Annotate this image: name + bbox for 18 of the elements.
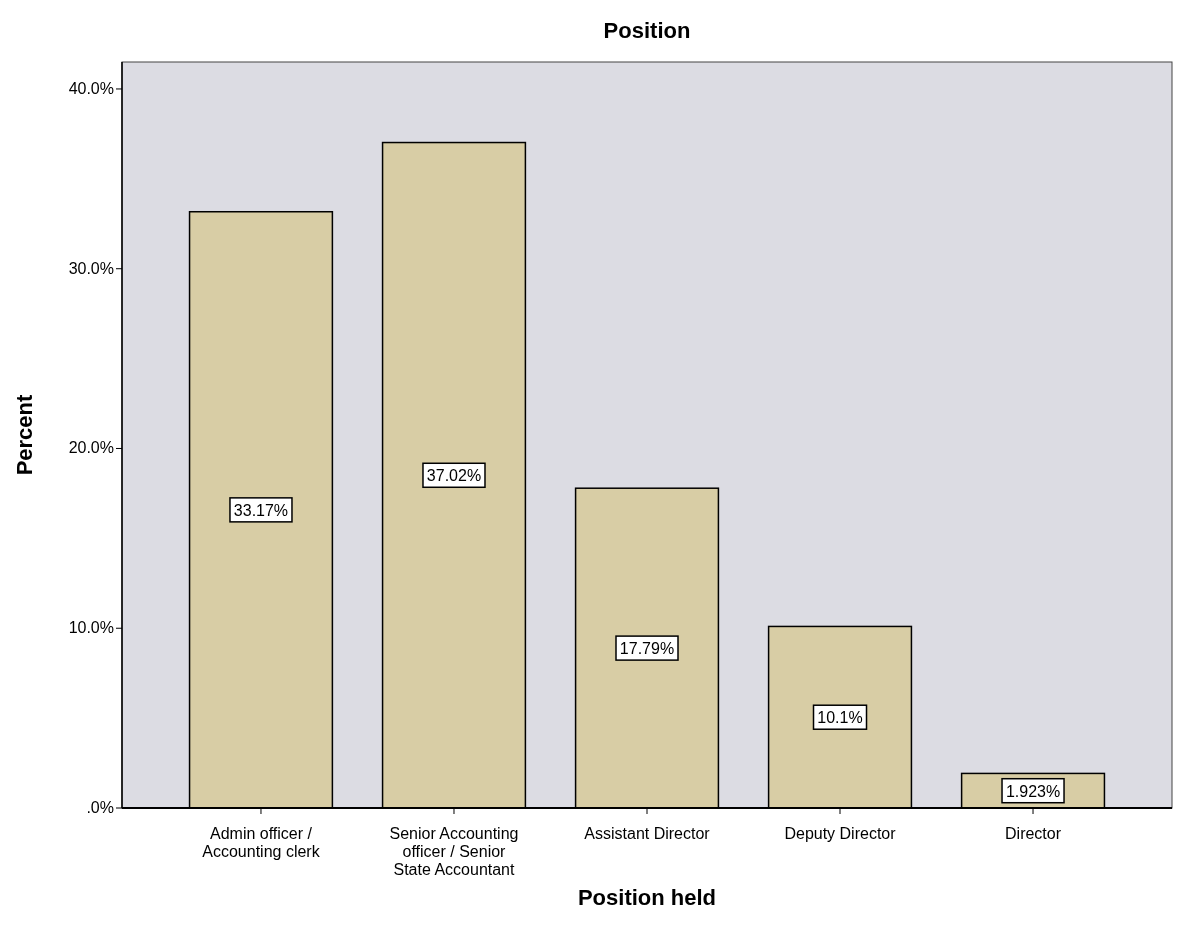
chart-title: Position	[603, 18, 691, 43]
y-tick-label: 10.0%	[68, 619, 114, 637]
y-tick-label: 40.0%	[68, 79, 114, 97]
x-tick-label: Deputy Director	[784, 825, 897, 842]
x-axis-title: Position held	[577, 885, 717, 910]
data-label: 33.17%	[233, 501, 289, 519]
x-tick-label: Director	[1005, 825, 1062, 842]
data-label: 37.02%	[426, 467, 482, 485]
x-tick-label: Assistant Director	[584, 825, 711, 842]
y-tick-label: .0%	[86, 799, 114, 816]
data-label: 1.923%	[1005, 782, 1061, 800]
y-tick-label: 20.0%	[68, 439, 114, 457]
x-tick-label: Admin officer / Accounting clerk	[202, 825, 321, 860]
data-label: 10.1%	[817, 709, 863, 727]
x-tick-label: Senior Accounting officer / Senior State Accountant	[389, 825, 519, 878]
y-tick-label: 30.0%	[68, 259, 114, 277]
data-label: 17.79%	[619, 640, 675, 658]
y-axis-title: Percent	[12, 393, 37, 476]
